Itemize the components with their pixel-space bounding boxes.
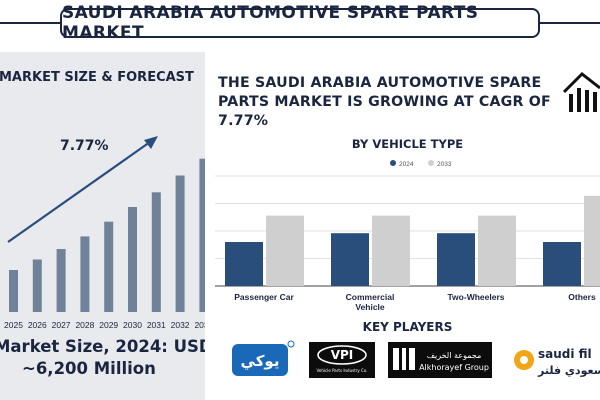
- house-growth-icon: [562, 72, 600, 112]
- vehicle-bar: [478, 215, 516, 286]
- vehicle-bar: [266, 215, 304, 286]
- market-size-line2: ~6,200 Million: [22, 359, 156, 378]
- header-rule-left: [0, 22, 75, 24]
- trend-arrow-line: [7, 141, 151, 243]
- forecast-tick-label: 2027: [52, 320, 71, 330]
- forecast-bar: [80, 236, 90, 312]
- forecast-chart: 2025 2026 2027 2028 2029 2030 2031 2032 2033 7.77…: [4, 136, 205, 330]
- forecast-bar: [175, 175, 185, 312]
- market-size-panel: 2025 2026 2027 2028 2029 2030 2031 2032 2033 7.77…: [0, 52, 205, 400]
- legend-marker: [428, 160, 434, 166]
- vehicle-tick-label: Vehicle: [355, 302, 385, 312]
- vehicle-bar: [372, 215, 410, 286]
- legend-label: 2024: [399, 161, 414, 168]
- vehicle-bar: [225, 242, 263, 286]
- vehicle-tick-label: Two-Wheelers: [448, 292, 505, 302]
- forecast-tick-label: 2030: [123, 320, 142, 330]
- forecast-tick-label: 2032: [171, 320, 190, 330]
- vehicle-tick-label: Commercial: [346, 292, 395, 302]
- forecast-title: MARKET SIZE & FORECAST: [0, 70, 194, 85]
- trend-arrow-head: [144, 136, 158, 149]
- vehicle-tick-label: Others: [568, 292, 596, 302]
- page-title: SAUDI ARABIA AUTOMOTIVE SPARE PARTS MARK…: [60, 3, 540, 43]
- legend-marker: [390, 160, 396, 166]
- vehicle-chart-title: BY VEHICLE TYPE: [351, 137, 464, 151]
- forecast-bar: [56, 249, 66, 312]
- cagr-label: 7.77%: [60, 138, 109, 154]
- forecast-tick-label: 2029: [99, 320, 118, 330]
- forecast-tick-label: 2031: [147, 320, 166, 330]
- saudi-filter-logo: saudi fil السعودي فلتر: [512, 338, 600, 382]
- forecast-bar: [9, 270, 18, 312]
- forecast-bar: [32, 259, 42, 312]
- forecast-tick-label: 2033: [194, 320, 205, 330]
- svg-text:saudi fil: saudi fil: [538, 347, 592, 361]
- cagr-headline: THE SAUDI ARABIA AUTOMOTIVE SPARE PARTS …: [218, 75, 551, 129]
- legend-label: 2033: [437, 161, 452, 168]
- vpi-logo: VPI Vehicle Parts Industry Co.: [309, 338, 375, 382]
- svg-text:يوكي: يوكي: [241, 352, 280, 370]
- forecast-bar: [151, 192, 161, 312]
- alkhorayef-logo: مجموعة الخريف Alkhorayef Group: [388, 338, 492, 382]
- yuki-logo: يوكي: [229, 338, 295, 382]
- vehicle-bar: [331, 233, 369, 286]
- svg-text:Vehicle Parts Industry Co.: Vehicle Parts Industry Co.: [317, 368, 368, 373]
- vehicle-bar: [584, 195, 600, 286]
- forecast-tick-label: 2026: [28, 320, 47, 330]
- vehicle-tick-label: Passenger Car: [234, 292, 294, 302]
- forecast-tick-label: 2028: [75, 320, 94, 330]
- vehicle-bar: [543, 242, 581, 286]
- svg-text:مجموعة الخريف: مجموعة الخريف: [427, 351, 482, 360]
- forecast-bar: [199, 158, 205, 312]
- market-size-line1: Market Size, 2024: USD: [0, 337, 205, 356]
- forecast-tick-label: 2025: [4, 320, 23, 330]
- forecast-bar: [104, 221, 114, 312]
- forecast-bar: [128, 207, 137, 312]
- header-rule-right: [528, 22, 600, 24]
- key-players-title: KEY PLAYERS: [362, 320, 453, 334]
- svg-text:Alkhorayef Group: Alkhorayef Group: [419, 363, 489, 372]
- vehicle-bar: [437, 233, 475, 286]
- svg-text:VPI: VPI: [331, 348, 354, 362]
- header: SAUDI ARABIA AUTOMOTIVE SPARE PARTS MARK…: [0, 0, 600, 46]
- svg-text:السعودي فلتر: السعودي فلتر: [537, 364, 600, 377]
